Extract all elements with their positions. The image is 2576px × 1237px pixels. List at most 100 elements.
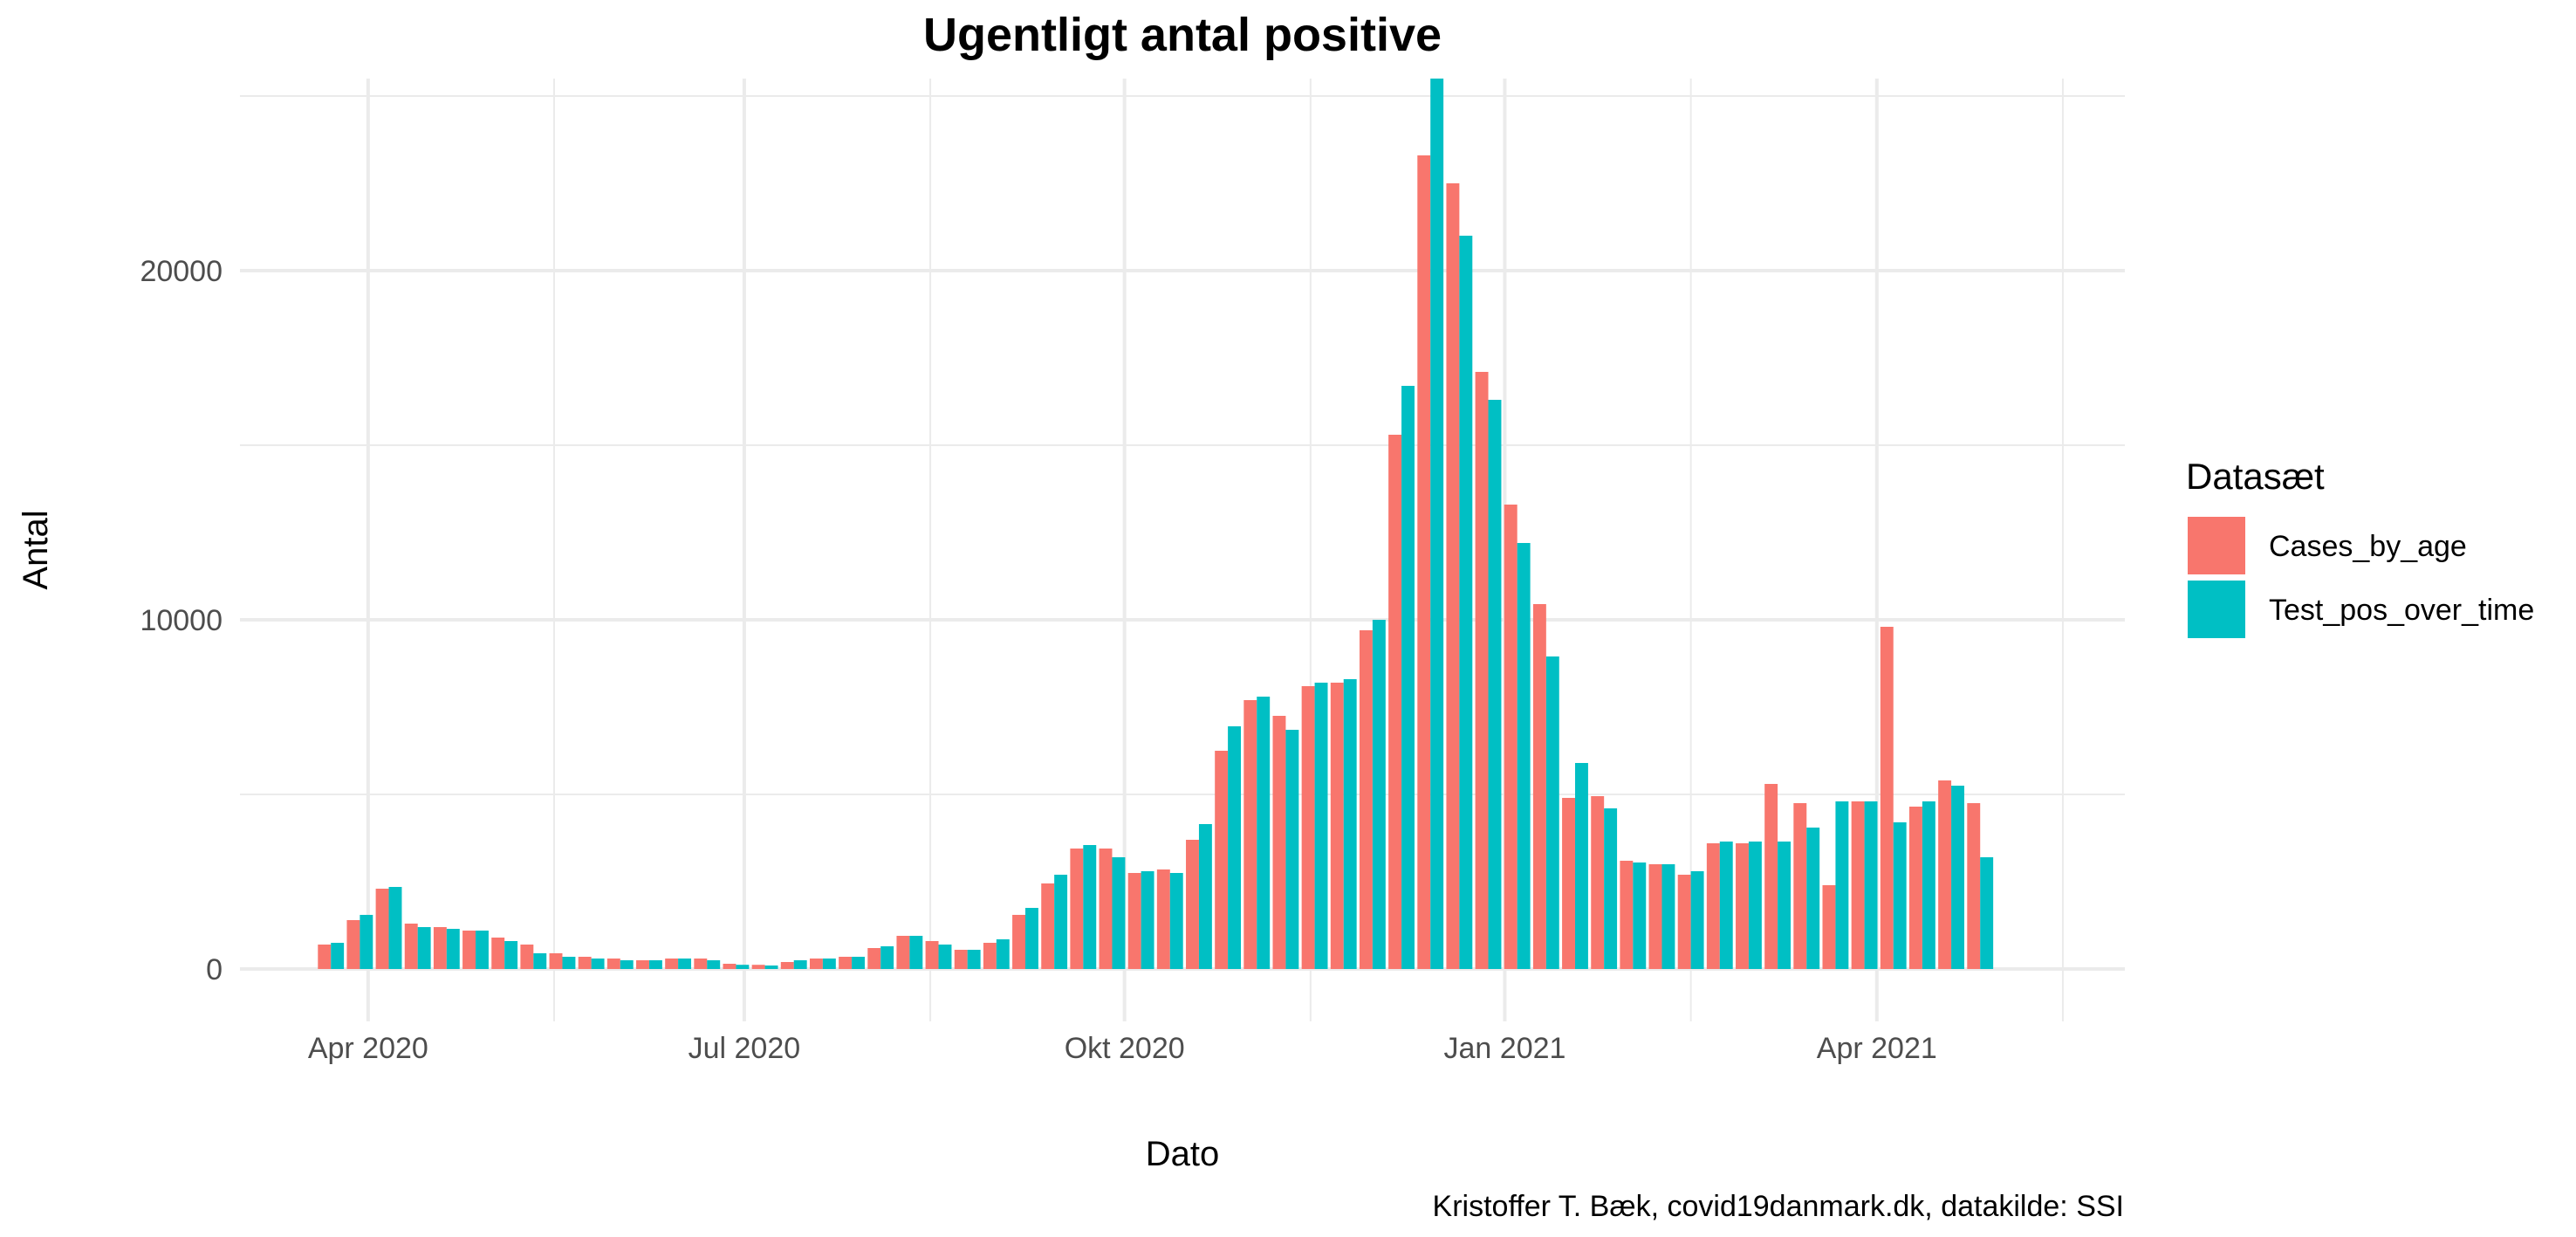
bar-test-pos-over-time — [1922, 801, 1935, 969]
bar-cases-by-age — [1764, 784, 1778, 969]
y-tick-label: 10000 — [140, 604, 223, 637]
bar-cases-by-age — [1012, 915, 1025, 969]
bar-cases-by-age — [1446, 183, 1460, 969]
bar-cases-by-age — [1880, 627, 1894, 969]
legend: Datasæt Cases_by_age Test_pos_over_time — [2186, 456, 2534, 638]
bar-test-pos-over-time — [446, 929, 460, 969]
bar-test-pos-over-time — [1488, 400, 1502, 969]
bar-cases-by-age — [462, 931, 476, 969]
bar-cases-by-age — [983, 943, 997, 969]
bar-test-pos-over-time — [1083, 845, 1097, 969]
bar-test-pos-over-time — [1257, 697, 1271, 969]
bar-test-pos-over-time — [1112, 857, 1126, 969]
bar-test-pos-over-time — [1835, 801, 1849, 969]
bar-cases-by-age — [751, 965, 765, 969]
bar-cases-by-age — [318, 945, 332, 969]
bar-test-pos-over-time — [1314, 683, 1328, 969]
bar-test-pos-over-time — [504, 941, 518, 969]
bar-cases-by-age — [1620, 861, 1634, 969]
bar-test-pos-over-time — [1459, 236, 1473, 969]
bar-test-pos-over-time — [1633, 862, 1647, 969]
bar-test-pos-over-time — [1604, 808, 1618, 969]
chart-title: Ugentligt antal positive — [923, 9, 1442, 61]
bar-test-pos-over-time — [562, 957, 576, 969]
bar-cases-by-age — [1359, 630, 1373, 969]
bar-cases-by-age — [404, 924, 418, 969]
bar-test-pos-over-time — [1661, 864, 1675, 969]
bar-test-pos-over-time — [707, 960, 721, 969]
bar-cases-by-age — [780, 962, 794, 969]
y-tick-label: 20000 — [140, 255, 223, 288]
bar-cases-by-age — [1706, 843, 1720, 969]
bar-cases-by-age — [1243, 700, 1257, 969]
bar-cases-by-age — [1215, 751, 1229, 969]
bar-cases-by-age — [1330, 683, 1344, 969]
bar-cases-by-age — [1475, 372, 1489, 969]
bar-cases-by-age — [606, 959, 620, 969]
bar-test-pos-over-time — [1141, 871, 1154, 969]
bar-cases-by-age — [1591, 796, 1605, 969]
bar-test-pos-over-time — [1517, 543, 1531, 969]
bar-test-pos-over-time — [938, 945, 952, 969]
bar-cases-by-age — [433, 927, 447, 969]
bar-test-pos-over-time — [533, 953, 547, 969]
bar-test-pos-over-time — [1343, 679, 1357, 969]
bar-test-pos-over-time — [1980, 857, 1994, 969]
bar-test-pos-over-time — [1025, 908, 1038, 969]
bar-test-pos-over-time — [678, 959, 692, 969]
bar-cases-by-age — [346, 920, 360, 969]
bar-cases-by-age — [1967, 803, 1981, 969]
bar-cases-by-age — [1532, 604, 1546, 969]
bar-test-pos-over-time — [880, 946, 894, 969]
bar-cases-by-age — [1272, 716, 1286, 969]
bar-test-pos-over-time — [388, 887, 402, 969]
bar-test-pos-over-time — [1401, 386, 1415, 969]
bar-test-pos-over-time — [1285, 730, 1299, 969]
x-tick-label: Jul 2020 — [689, 1032, 801, 1065]
bar-test-pos-over-time — [822, 959, 836, 969]
bar-cases-by-age — [520, 945, 534, 969]
bar-test-pos-over-time — [1430, 79, 1444, 969]
bar-cases-by-age — [1504, 505, 1518, 969]
bar-cases-by-age — [665, 959, 679, 969]
bar-test-pos-over-time — [331, 943, 345, 969]
bar-test-pos-over-time — [591, 959, 605, 969]
bar-test-pos-over-time — [967, 950, 981, 969]
bar-cases-by-age — [1677, 875, 1691, 969]
bar-cases-by-age — [1186, 840, 1199, 969]
bar-cases-by-age — [839, 957, 853, 969]
bar-test-pos-over-time — [620, 960, 634, 969]
bar-test-pos-over-time — [1545, 656, 1559, 969]
bar-test-pos-over-time — [1719, 842, 1733, 969]
y-tick-label: 0 — [206, 953, 223, 986]
bar-test-pos-over-time — [1778, 842, 1792, 969]
bar-cases-by-age — [636, 960, 649, 969]
bar-cases-by-age — [1793, 803, 1807, 969]
bar-test-pos-over-time — [1951, 786, 1964, 969]
caption: Kristoffer T. Bæk, covid19danmark.dk, da… — [1433, 1190, 2124, 1223]
x-tick-label: Apr 2020 — [308, 1032, 428, 1065]
bar-cases-by-age — [375, 889, 389, 969]
bar-cases-by-age — [896, 936, 910, 969]
bar-test-pos-over-time — [1690, 871, 1704, 969]
bar-cases-by-age — [1127, 873, 1141, 969]
bar-cases-by-age — [694, 959, 708, 969]
bar-test-pos-over-time — [1169, 873, 1183, 969]
legend-title: Datasæt — [2186, 456, 2325, 497]
bar-cases-by-age — [867, 948, 881, 969]
bars — [318, 79, 1994, 969]
legend-swatch-cases-by-age — [2188, 517, 2245, 574]
bar-cases-by-age — [809, 959, 823, 969]
bar-test-pos-over-time — [1864, 801, 1878, 969]
bar-cases-by-age — [723, 964, 736, 969]
bar-cases-by-age — [1648, 864, 1662, 969]
x-axis-title: Dato — [1146, 1135, 1220, 1173]
bar-cases-by-age — [1938, 780, 1952, 969]
x-tick-label: Jan 2021 — [1444, 1032, 1566, 1065]
bar-test-pos-over-time — [417, 927, 431, 969]
bar-cases-by-age — [1301, 686, 1315, 969]
y-axis-title: Antal — [17, 510, 55, 589]
bar-test-pos-over-time — [1372, 620, 1386, 969]
bar-test-pos-over-time — [764, 966, 778, 969]
bar-cases-by-age — [491, 938, 505, 969]
